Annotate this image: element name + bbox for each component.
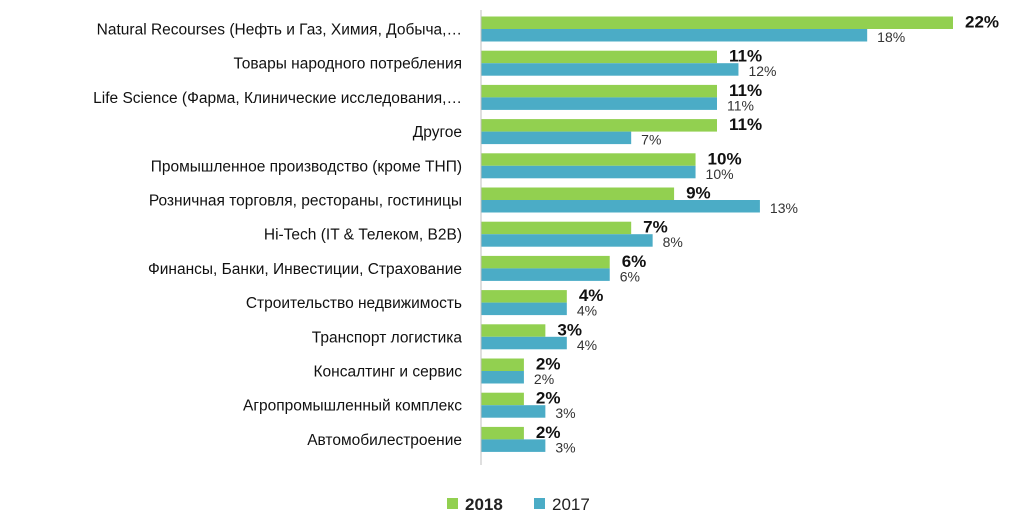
value-label-2017: 2% <box>534 371 554 387</box>
bar-2018 <box>481 290 567 303</box>
bar-2017 <box>481 371 524 384</box>
category-label: Автомобилестроение <box>307 432 462 449</box>
bar-2018 <box>481 84 717 98</box>
bar-2018 <box>481 221 632 235</box>
category-label: Розничная торговля, рестораны, гостиницы <box>149 193 462 210</box>
category-label: Транспорт логистика <box>312 329 463 346</box>
value-label-2017: 6% <box>620 268 640 284</box>
category-label: Промышленное производство (кроме ТНП) <box>151 158 462 175</box>
value-label-2017: 12% <box>748 63 776 79</box>
legend: 2018 2017 <box>447 495 590 514</box>
value-label-2018: 9% <box>686 184 711 203</box>
value-label-2017: 11% <box>727 97 754 113</box>
value-label-2017: 8% <box>663 234 683 250</box>
bar-2017 <box>481 302 567 316</box>
bar-2018 <box>481 187 675 200</box>
value-label-2017: 4% <box>577 337 597 353</box>
value-label-2018: 10% <box>708 149 742 168</box>
bar-2017 <box>481 63 739 76</box>
category-label: Другое <box>413 124 462 141</box>
value-label-2017: 18% <box>877 29 905 45</box>
bar-2017 <box>481 268 610 281</box>
value-label-2018: 11% <box>729 81 762 100</box>
bar-2018 <box>481 392 524 406</box>
bar-2018 <box>481 16 953 29</box>
bar-2018 <box>481 50 717 64</box>
bars <box>481 16 953 452</box>
value-label-2017: 3% <box>555 405 575 421</box>
bar-2017 <box>481 234 653 247</box>
bar-2017 <box>481 131 632 145</box>
category-label: Hi-Tech (IT & Телеком, B2B) <box>264 227 462 244</box>
category-label: Финансы, Банки, Инвестиции, Страхование <box>148 261 462 278</box>
category-label: Агропромышленный комплекс <box>243 398 462 415</box>
category-label: Natural Recourses (Нефть и Газ, Химия, Д… <box>97 22 462 39</box>
value-label-2018: 2% <box>536 355 561 374</box>
value-label-2018: 3% <box>557 320 582 339</box>
value-label-2018: 11% <box>729 115 762 134</box>
category-label: Товары народного потребления <box>234 56 462 73</box>
value-label-2018: 4% <box>579 286 604 305</box>
category-label: Строительство недвижимость <box>246 295 462 312</box>
legend-label-2017: 2017 <box>552 495 590 514</box>
value-label-2018: 2% <box>536 389 561 408</box>
category-label: Консалтинг и сервис <box>314 364 463 381</box>
bar-2017 <box>481 336 567 350</box>
category-labels: Natural Recourses (Нефть и Газ, Химия, Д… <box>93 22 462 449</box>
bar-2017 <box>481 200 760 213</box>
legend-swatch-2017 <box>534 498 545 509</box>
value-label-2018: 6% <box>622 252 647 271</box>
value-label-2017: 4% <box>577 303 597 319</box>
bar-2018 <box>481 255 610 269</box>
value-label-2018: 11% <box>729 47 762 66</box>
bar-2017 <box>481 405 546 418</box>
value-labels: 22%18%11%12%11%11%11%7%10%10%9%13%7%8%6%… <box>534 13 999 456</box>
value-label-2017: 3% <box>555 439 575 455</box>
legend-swatch-2018 <box>447 498 458 509</box>
bar-2018 <box>481 153 696 166</box>
bar-2018 <box>481 119 717 132</box>
bar-2017 <box>481 29 868 42</box>
bar-2017 <box>481 165 696 179</box>
value-label-2017: 10% <box>706 166 734 182</box>
bar-2017 <box>481 97 717 110</box>
bar-2018 <box>481 426 524 440</box>
value-label-2018: 7% <box>643 218 668 237</box>
bar-2017 <box>481 439 546 452</box>
bar-2018 <box>481 324 546 337</box>
legend-label-2018: 2018 <box>465 495 503 514</box>
category-label: Life Science (Фарма, Клинические исследо… <box>93 90 462 107</box>
value-label-2017: 13% <box>770 200 798 216</box>
value-label-2018: 22% <box>965 13 999 32</box>
value-label-2017: 7% <box>641 132 661 148</box>
value-label-2018: 2% <box>536 423 561 442</box>
bar-2018 <box>481 358 524 371</box>
